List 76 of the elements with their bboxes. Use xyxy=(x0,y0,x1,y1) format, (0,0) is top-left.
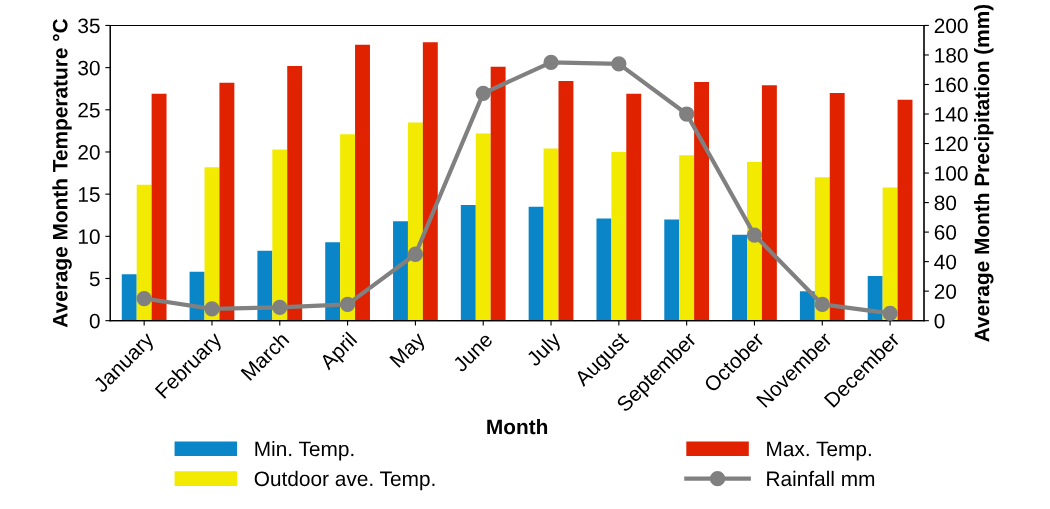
y-tick-label: 30 xyxy=(78,60,100,76)
point xyxy=(814,296,830,313)
bar xyxy=(257,250,273,321)
legend-label: Outdoor ave. Temp. xyxy=(254,470,435,491)
bar xyxy=(340,134,356,321)
point xyxy=(136,290,152,307)
y2-tick-label: 60 xyxy=(934,225,957,240)
bar xyxy=(882,187,898,321)
y-tick-label: 25 xyxy=(78,102,100,118)
bar xyxy=(543,148,559,321)
bar xyxy=(761,85,777,321)
bar xyxy=(151,93,167,321)
point xyxy=(204,301,220,317)
y-tick-label: 15 xyxy=(78,187,100,202)
x-tick-label: July xyxy=(525,330,565,371)
bar xyxy=(747,162,762,321)
y-tick-label: 10 xyxy=(78,229,100,245)
y2-tick-label: 160 xyxy=(935,77,968,93)
bar xyxy=(355,44,370,321)
y2-tick-label: 0 xyxy=(934,313,945,329)
legend-label: Max. Temp. xyxy=(767,441,871,461)
y-tick-label: 20 xyxy=(78,144,100,160)
bar xyxy=(475,133,491,321)
legend-label: Min. Temp. xyxy=(255,440,354,461)
bar xyxy=(121,274,137,321)
y-tick-label: 0 xyxy=(89,313,100,329)
y2-tick-label: 100 xyxy=(935,166,968,181)
bar xyxy=(490,66,506,321)
bar xyxy=(679,155,695,321)
bar xyxy=(422,42,438,321)
point xyxy=(407,246,424,262)
point xyxy=(611,56,627,72)
y2-tick-label: 80 xyxy=(934,195,957,211)
bar xyxy=(460,205,476,321)
y2-tick-label: 120 xyxy=(935,136,968,152)
bar xyxy=(867,275,883,321)
legend-label: Rainfall mm xyxy=(767,470,875,487)
y-axis-title: Average Month Temperature °C xyxy=(52,18,72,328)
y-tick-label: 35 xyxy=(78,18,100,34)
bar xyxy=(528,206,544,321)
point xyxy=(679,106,695,122)
x-tick-label: May xyxy=(389,330,430,371)
point xyxy=(475,85,491,101)
bar xyxy=(829,92,845,321)
bar xyxy=(325,242,341,321)
point xyxy=(746,227,763,243)
bar xyxy=(219,82,235,321)
bar xyxy=(611,151,627,321)
point xyxy=(339,296,356,313)
bar xyxy=(407,122,423,321)
bar xyxy=(393,221,408,321)
bar xyxy=(897,99,913,321)
point xyxy=(882,305,898,321)
bar xyxy=(664,219,680,321)
bar xyxy=(272,149,288,321)
point xyxy=(543,54,559,70)
bar xyxy=(204,167,220,321)
bar xyxy=(136,184,152,321)
bar xyxy=(799,291,815,321)
bar xyxy=(694,81,710,321)
y-tick-label: 5 xyxy=(89,271,100,287)
bar xyxy=(596,218,612,321)
point xyxy=(272,299,288,316)
y2-tick-label: 140 xyxy=(935,107,968,122)
bar xyxy=(287,65,303,321)
bar xyxy=(732,234,748,321)
y2-tick-label: 20 xyxy=(934,284,957,299)
bar xyxy=(189,271,205,321)
y2-tick-label: 200 xyxy=(934,18,968,34)
bar xyxy=(558,81,574,321)
bar xyxy=(814,177,830,321)
y2-axis-title: Average Month Precipitation (mm) xyxy=(974,4,994,342)
x-axis-title: Month xyxy=(487,418,548,435)
bar xyxy=(626,93,642,321)
y2-tick-label: 40 xyxy=(934,254,957,270)
y2-tick-label: 180 xyxy=(935,47,968,63)
